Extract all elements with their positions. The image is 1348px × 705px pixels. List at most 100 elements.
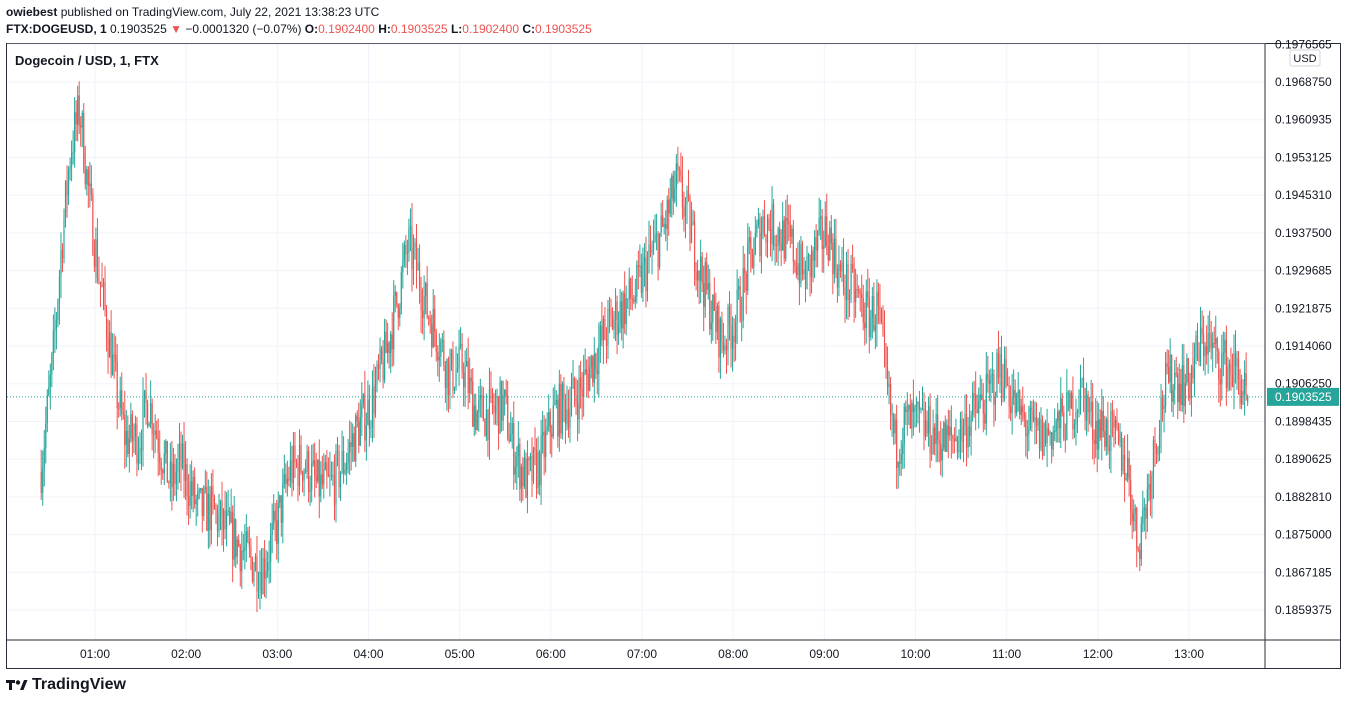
- candle-body: [139, 448, 141, 454]
- candle: [1119, 423, 1121, 448]
- candle-body: [993, 374, 995, 405]
- candle: [335, 443, 337, 523]
- candle-body: [67, 170, 70, 196]
- candle-body: [1228, 364, 1231, 368]
- candle-body: [1044, 423, 1047, 444]
- candle-body: [654, 234, 656, 242]
- candle: [622, 290, 624, 349]
- candle-body: [224, 510, 226, 529]
- candle-body: [953, 439, 955, 442]
- candle: [380, 345, 383, 365]
- candle: [774, 235, 776, 266]
- candle: [687, 169, 690, 202]
- candle: [599, 321, 601, 363]
- candle-body: [1025, 419, 1027, 436]
- candle: [450, 348, 453, 371]
- candle-body: [652, 241, 655, 250]
- candle-body: [631, 298, 633, 301]
- candle-body: [996, 352, 998, 398]
- candle: [1055, 418, 1057, 443]
- candle: [133, 423, 135, 454]
- candle: [829, 220, 831, 262]
- tradingview-logo[interactable]: TradingView: [6, 676, 126, 694]
- candle-body: [349, 442, 351, 453]
- candle-body: [1139, 550, 1141, 560]
- candle-body: [680, 169, 682, 176]
- candle: [143, 389, 146, 418]
- chart-frame[interactable]: [6, 43, 1341, 669]
- candle: [207, 479, 209, 549]
- candle-body: [537, 452, 539, 488]
- candle-body: [935, 414, 937, 444]
- candle-body: [1234, 353, 1237, 367]
- candle: [1022, 386, 1024, 422]
- candle: [55, 312, 58, 350]
- candle: [552, 387, 554, 439]
- candle: [800, 236, 802, 288]
- candle-body: [256, 556, 258, 592]
- candle-body: [113, 354, 115, 356]
- candle: [373, 364, 375, 438]
- candle: [697, 259, 699, 298]
- candle: [497, 395, 500, 450]
- candle-body: [456, 368, 459, 370]
- candle: [646, 251, 649, 302]
- candle-body: [519, 444, 521, 489]
- candle-body: [300, 444, 302, 472]
- candle: [181, 434, 184, 470]
- candle: [652, 219, 655, 256]
- candle: [171, 440, 173, 511]
- candle: [979, 375, 981, 409]
- candle: [1157, 446, 1159, 463]
- candle: [391, 312, 393, 367]
- candle-body: [175, 472, 178, 484]
- candle: [1160, 383, 1162, 454]
- candle-body: [1166, 363, 1168, 368]
- candle-body: [979, 394, 981, 402]
- candle-body: [142, 399, 144, 451]
- candle-body: [552, 405, 554, 437]
- candle: [1239, 369, 1241, 409]
- candle: [601, 301, 603, 347]
- candle-body: [420, 290, 422, 311]
- candle-body: [298, 444, 301, 487]
- candle-body: [563, 383, 565, 400]
- candle-body: [918, 401, 921, 410]
- candle: [713, 277, 715, 311]
- x-tick-label: 12:00: [1083, 647, 1113, 661]
- candle: [756, 219, 758, 238]
- candle: [745, 270, 747, 315]
- candle-body: [972, 393, 974, 416]
- candle-body: [929, 405, 931, 453]
- candle-body: [1174, 372, 1176, 390]
- candle: [573, 376, 576, 408]
- candle: [1113, 409, 1115, 448]
- candle: [230, 488, 232, 524]
- candle: [119, 376, 121, 417]
- candle: [944, 415, 946, 453]
- candle: [210, 473, 212, 545]
- candle: [999, 346, 1001, 394]
- candle: [665, 210, 667, 242]
- candle-body: [619, 301, 621, 326]
- candle-body: [1120, 432, 1123, 471]
- candle-body: [81, 112, 83, 128]
- candle: [493, 393, 495, 425]
- candle-body: [291, 460, 293, 484]
- candle: [1218, 348, 1220, 403]
- candle-body: [210, 486, 212, 531]
- candle-body: [286, 478, 288, 484]
- candle-body: [268, 561, 270, 563]
- candle: [783, 216, 785, 265]
- y-tick-label: 0.1976565: [1275, 37, 1332, 51]
- candle-body: [941, 448, 943, 461]
- candle: [914, 404, 916, 428]
- candle-body: [399, 308, 401, 318]
- candle-body: [1134, 507, 1136, 514]
- candle-body: [314, 460, 316, 476]
- candle: [748, 226, 750, 255]
- candle-body: [927, 405, 930, 434]
- candle-body: [672, 175, 674, 202]
- candle: [394, 285, 396, 313]
